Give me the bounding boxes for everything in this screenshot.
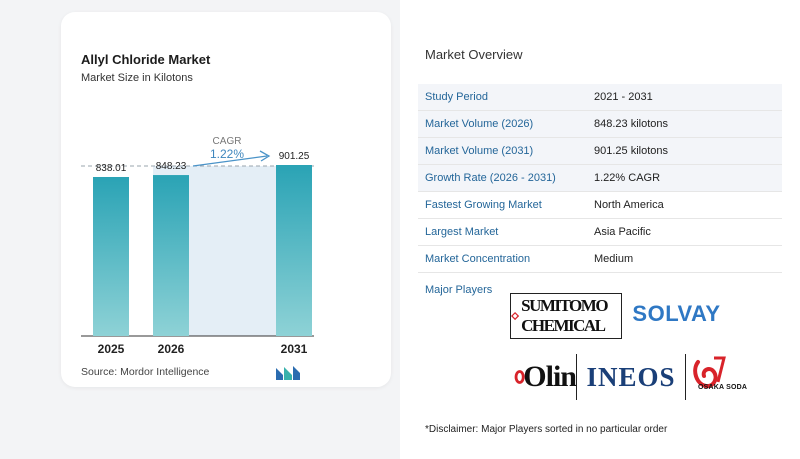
solvay-logo: SOLVAY xyxy=(629,297,724,331)
overview-value: 1.22% CAGR xyxy=(594,172,661,184)
cagr-arrow xyxy=(192,155,268,167)
x-tick-2025: 2025 xyxy=(98,342,125,356)
data-label-2025: 838.01 xyxy=(96,163,127,174)
overview-label: Fastest Growing Market xyxy=(425,199,542,211)
overview-value: North America xyxy=(594,199,664,211)
overview-label: Market Volume (2031) xyxy=(425,145,534,157)
x-tick-2031: 2031 xyxy=(281,342,308,356)
bar-2025 xyxy=(93,176,129,336)
overview-row: Market Volume (2026) 848.23 kilotons xyxy=(418,111,782,138)
bar-2031 xyxy=(276,165,312,336)
overview-title: Market Overview xyxy=(425,47,523,62)
overview-label: Largest Market xyxy=(425,226,499,238)
chart-subtitle: Market Size in Kilotons xyxy=(81,72,193,84)
mordor-logo-icon xyxy=(276,366,300,380)
osaka-soda-text: OSAKA SODA xyxy=(698,384,748,391)
bar-2026 xyxy=(153,175,189,336)
overview-row: Market Volume (2031) 901.25 kilotons xyxy=(418,138,782,165)
overview-row: Market Concentration Medium xyxy=(418,246,782,273)
overview-row: Growth Rate (2026 - 2031) 1.22% CAGR xyxy=(418,165,782,192)
sumitomo-text: SUMITOMO CHEMICAL xyxy=(521,296,608,335)
overview-value: Medium xyxy=(594,253,634,265)
disclaimer: *Disclaimer: Major Players sorted in no … xyxy=(425,424,668,435)
cagr-arrowhead xyxy=(259,150,271,162)
overview-value: 901.25 kilotons xyxy=(594,145,668,157)
olin-text: Olin xyxy=(523,360,577,393)
overview-row: Study Period 2021 - 2031 xyxy=(418,84,782,111)
major-players-label: Major Players xyxy=(425,284,493,296)
overview-panel: Market Overview Study Period 2021 - 2031… xyxy=(400,0,800,459)
olin-ring-icon xyxy=(514,370,525,384)
overview-table: Study Period 2021 - 2031 Market Volume (… xyxy=(418,84,782,273)
overview-value: 848.23 kilotons xyxy=(594,118,668,130)
solvay-text: SOLVAY xyxy=(632,301,721,326)
chart-card: 838.01 2025 848.23 2026 901.25 2031 CAGR 1.22… xyxy=(61,12,391,387)
sumitomo-chemical-logo: SUMITOMO CHEMICAL xyxy=(510,293,622,339)
sumitomo-mark-icon xyxy=(511,311,520,321)
osaka-soda-logo xyxy=(688,354,732,402)
overview-label: Study Period xyxy=(425,91,488,103)
ineos-text: INEOS xyxy=(586,361,676,392)
bar-chart: 838.01 2025 848.23 2026 901.25 2031 CAGR 1.22… xyxy=(81,136,314,356)
overview-label: Market Concentration xyxy=(425,253,531,265)
overview-label: Market Volume (2026) xyxy=(425,118,534,130)
overview-label: Growth Rate (2026 - 2031) xyxy=(425,172,556,184)
overview-value: 2021 - 2031 xyxy=(594,91,653,103)
cagr-value: 1.22% xyxy=(210,147,244,161)
x-tick-2026: 2026 xyxy=(158,342,185,356)
olin-logo: Olin xyxy=(514,354,577,400)
source-note: Source: Mordor Intelligence xyxy=(81,366,210,378)
data-label-2026: 848.23 xyxy=(156,161,187,172)
ineos-logo: INEOS xyxy=(576,354,686,400)
data-label-2031: 901.25 xyxy=(279,151,310,162)
chart-title: Allyl Chloride Market xyxy=(81,52,211,67)
cagr-label: CAGR xyxy=(213,136,242,147)
overview-row: Fastest Growing Market North America xyxy=(418,192,782,219)
osaka-soda-mark-icon xyxy=(693,356,726,389)
overview-row: Largest Market Asia Pacific xyxy=(418,219,782,246)
overview-value: Asia Pacific xyxy=(594,226,651,238)
